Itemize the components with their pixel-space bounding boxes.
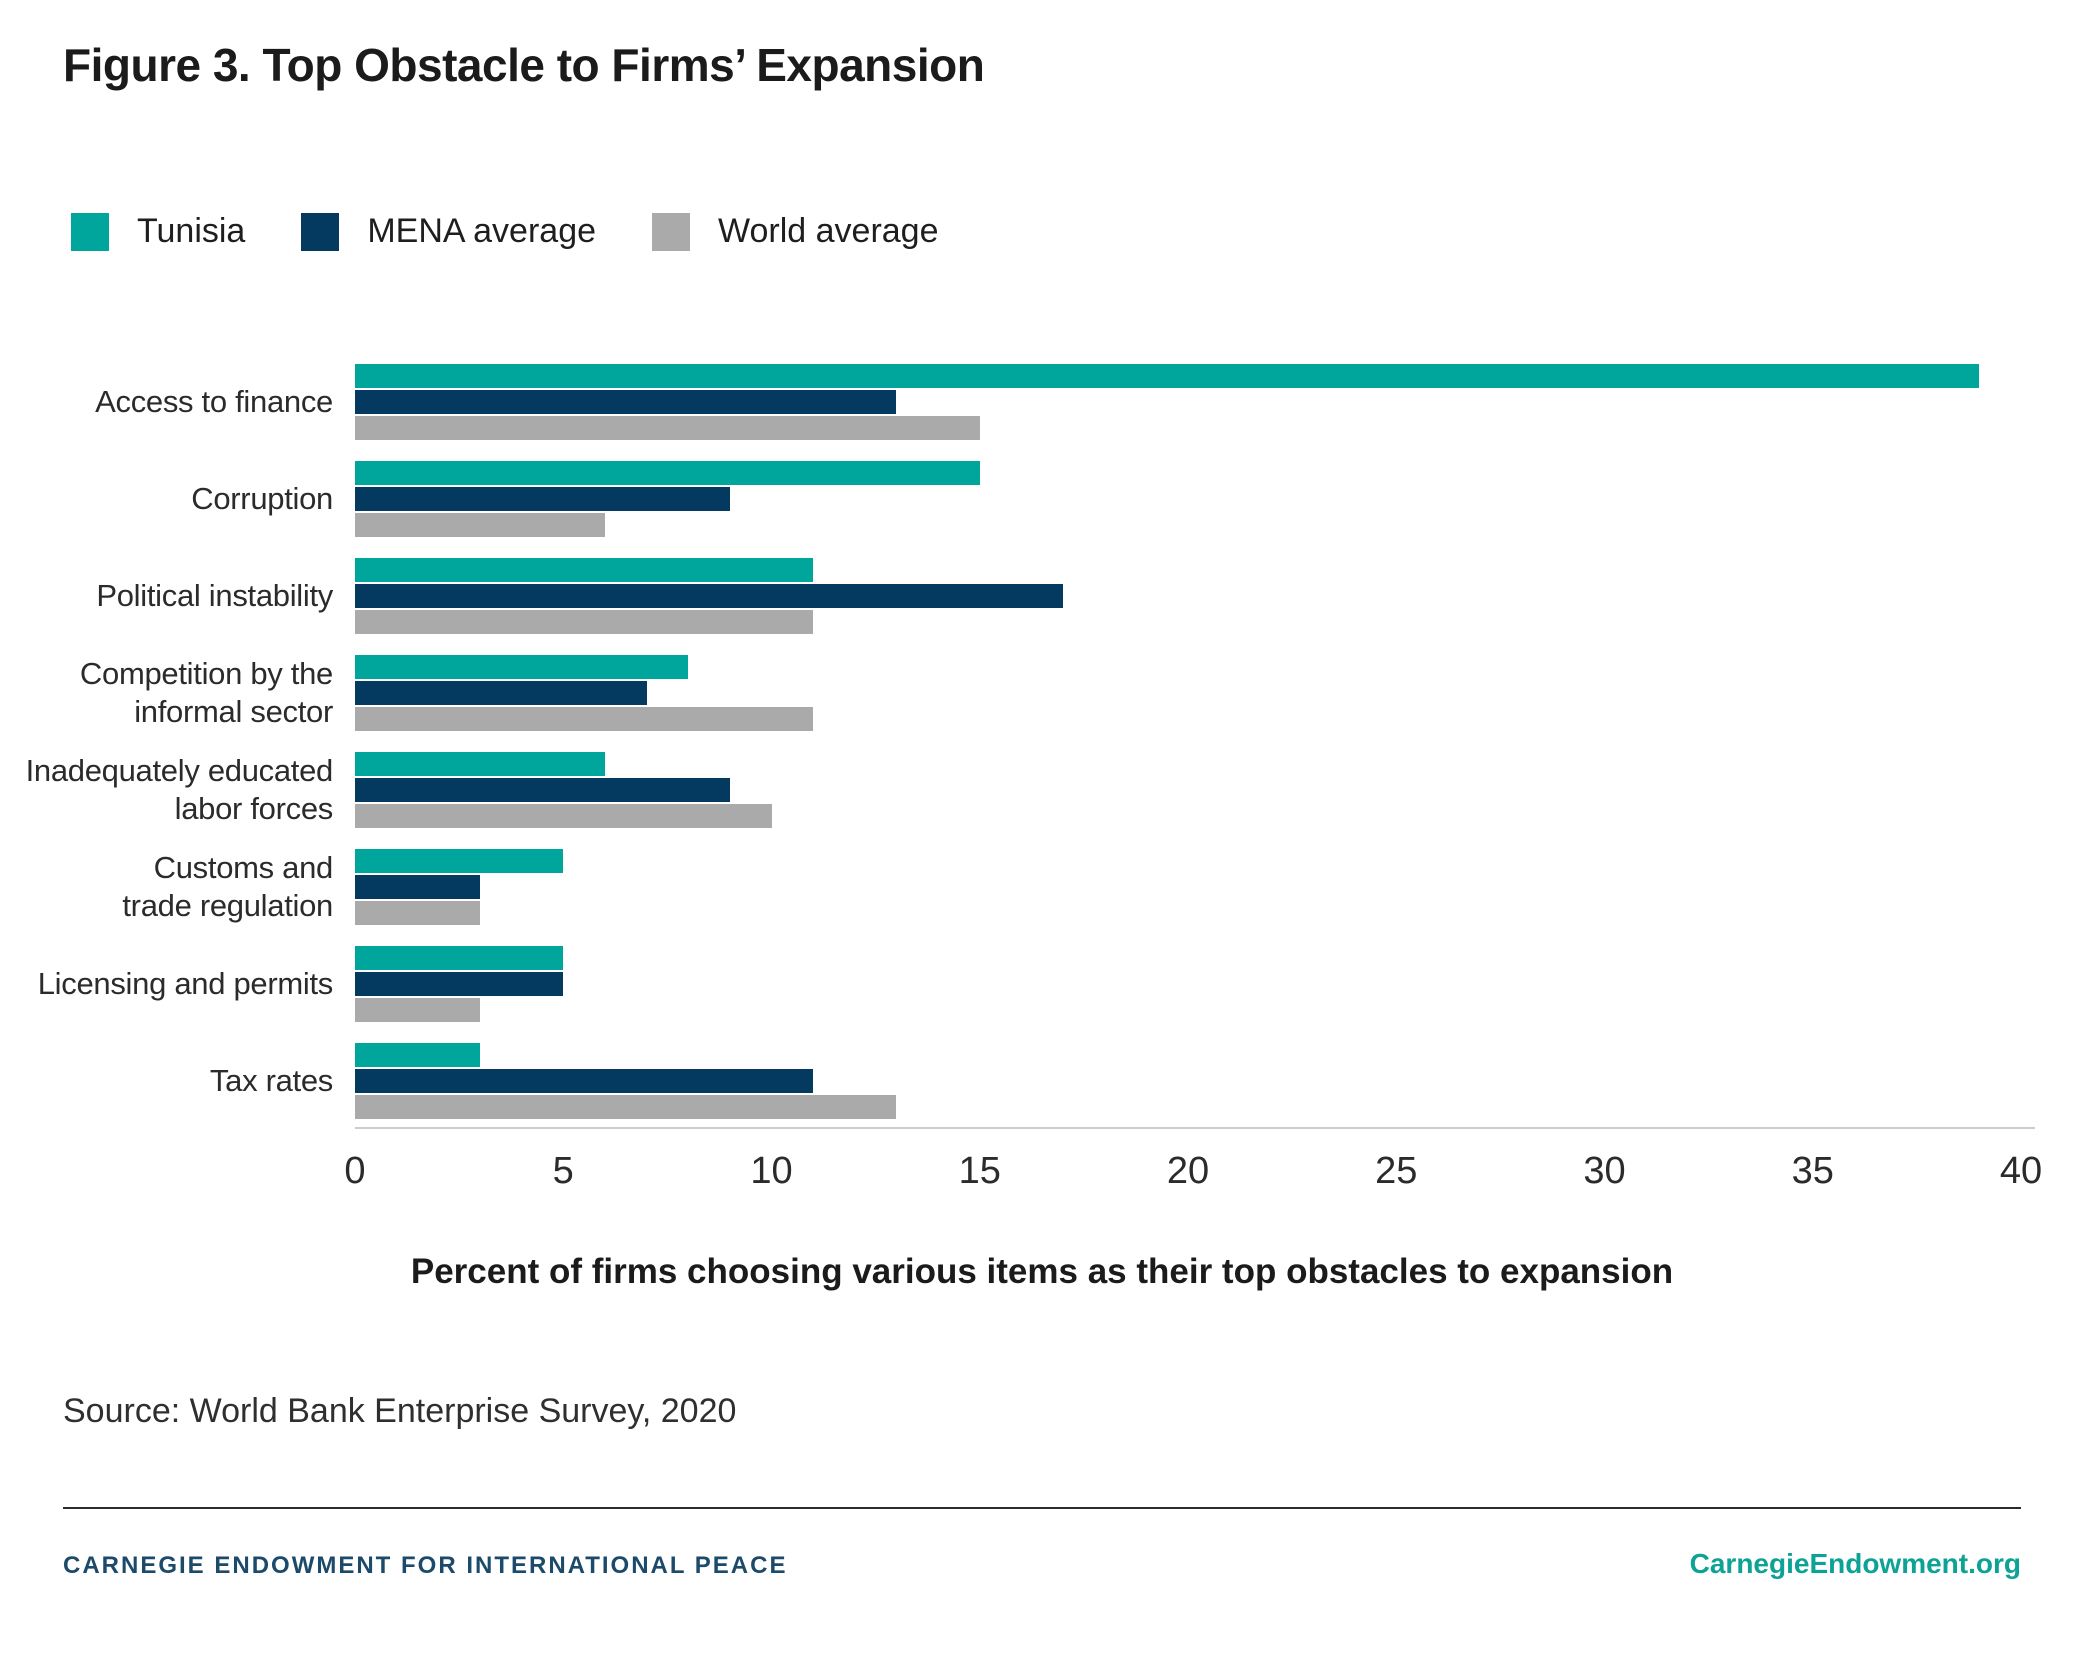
- bar-group-inadequately-educated-labor-forces: [355, 752, 772, 828]
- bar-group-competition-by-the-informal-sector: [355, 655, 813, 731]
- bar-tunisia-access-to-finance: [355, 364, 1979, 388]
- x-tick-35: 35: [1791, 1150, 1834, 1192]
- bar-world-average-competition-by-the-informal-sector: [355, 707, 813, 731]
- bar-world-average-customs-and-trade-regulation: [355, 901, 480, 925]
- bar-group-licensing-and-permits: [355, 946, 563, 1022]
- bar-world-average-access-to-finance: [355, 416, 980, 440]
- bar-mena-average-competition-by-the-informal-sector: [355, 681, 647, 705]
- footer-org-name: CARNEGIE ENDOWMENT FOR INTERNATIONAL PEA…: [63, 1552, 788, 1579]
- figure-title: Figure 3. Top Obstacle to Firms’ Expansi…: [63, 39, 985, 91]
- bar-group-corruption: [355, 461, 980, 537]
- bar-chart: Access to finance Corruption Political ins…: [0, 364, 2084, 1140]
- bar-world-average-political-instability: [355, 610, 813, 634]
- bar-tunisia-competition-by-the-informal-sector: [355, 655, 688, 679]
- bar-world-average-tax-rates: [355, 1095, 896, 1119]
- category-label-licensing-and-permits: Licensing and permits: [37, 966, 334, 1001]
- legend-swatch-world-average: [652, 212, 691, 251]
- bar-mena-average-corruption: [355, 487, 730, 511]
- footer-divider: [63, 1507, 2021, 1509]
- bar-mena-average-tax-rates: [355, 1069, 813, 1093]
- x-tick-0: 0: [344, 1150, 366, 1192]
- bar-mena-average-customs-and-trade-regulation: [355, 875, 480, 899]
- bar-group-tax-rates: [355, 1043, 896, 1119]
- category-label-access-to-finance: Access to finance: [95, 384, 333, 419]
- legend-swatch-tunisia: [71, 212, 109, 251]
- category-label-competition-by-the-informal-sector: Competition by the informal sector: [79, 656, 333, 729]
- category-label-inadequately-educated-labor-forces: Inadequately educated labor forces: [25, 753, 334, 826]
- bar-group-access-to-finance: [355, 364, 1979, 440]
- category-label-tax-rates: Tax rates: [209, 1063, 333, 1098]
- bar-tunisia-corruption: [355, 461, 980, 485]
- legend: Tunisia MENA average World average: [71, 212, 939, 251]
- x-tick-20: 20: [1166, 1150, 1210, 1192]
- bar-tunisia-customs-and-trade-regulation: [355, 849, 563, 873]
- chart-row-competition-by-the-informal-sector: Competition by the informal sector: [0, 655, 2084, 731]
- bar-world-average-inadequately-educated-labor-forces: [355, 804, 772, 828]
- legend-item-tunisia: Tunisia: [71, 212, 245, 251]
- x-tick-40: 40: [1999, 1150, 2043, 1192]
- chart-row-licensing-and-permits: Licensing and permits: [0, 946, 2084, 1022]
- x-tick-5: 5: [552, 1150, 574, 1192]
- legend-item-world-average: World average: [652, 212, 939, 251]
- legend-swatch-mena-average: [301, 212, 340, 251]
- category-label-corruption: Corruption: [191, 481, 333, 516]
- bar-mena-average-access-to-finance: [355, 390, 896, 414]
- bar-world-average-corruption: [355, 513, 605, 537]
- legend-label: Tunisia: [137, 212, 246, 250]
- chart-row-access-to-finance: Access to finance: [0, 364, 2084, 440]
- bar-tunisia-tax-rates: [355, 1043, 480, 1067]
- chart-row-tax-rates: Tax rates: [0, 1043, 2084, 1119]
- x-tick-25: 25: [1375, 1150, 1418, 1192]
- legend-item-mena-average: MENA average: [301, 212, 596, 251]
- chart-row-political-instability: Political instability: [0, 558, 2084, 634]
- bar-tunisia-political-instability: [355, 558, 813, 582]
- x-axis-line: [355, 1127, 2035, 1129]
- bar-mena-average-inadequately-educated-labor-forces: [355, 778, 730, 802]
- x-tick-10: 10: [750, 1150, 793, 1192]
- chart-row-corruption: Corruption: [0, 461, 2084, 537]
- bar-tunisia-licensing-and-permits: [355, 946, 563, 970]
- legend-label: MENA average: [367, 212, 597, 250]
- x-tick-15: 15: [958, 1150, 1001, 1192]
- category-label-customs-and-trade-regulation: Customs and trade regulation: [122, 850, 333, 923]
- bar-group-political-instability: [355, 558, 1063, 634]
- bar-tunisia-inadequately-educated-labor-forces: [355, 752, 605, 776]
- x-axis-label: Percent of firms choosing various items …: [410, 1252, 1674, 1291]
- bar-group-customs-and-trade-regulation: [355, 849, 563, 925]
- footer-website-link[interactable]: CarnegieEndowment.org: [1689, 1548, 2021, 1579]
- category-label-political-instability: Political instability: [96, 578, 333, 613]
- source-note: Source: World Bank Enterprise Survey, 20…: [63, 1392, 737, 1430]
- x-tick-30: 30: [1583, 1150, 1626, 1192]
- bar-mena-average-licensing-and-permits: [355, 972, 563, 996]
- chart-row-customs-and-trade-regulation: Customs and trade regulation: [0, 849, 2084, 925]
- footer: CARNEGIE ENDOWMENT FOR INTERNATIONAL PEA…: [63, 1548, 2021, 1580]
- bar-world-average-licensing-and-permits: [355, 998, 480, 1022]
- legend-label: World average: [718, 212, 939, 250]
- bar-mena-average-political-instability: [355, 584, 1063, 608]
- chart-row-inadequately-educated-labor-forces: Inadequately educated labor forces: [0, 752, 2084, 828]
- x-axis-ticks: 0 5 10 15 20 25 30 35 40: [0, 1150, 2084, 1200]
